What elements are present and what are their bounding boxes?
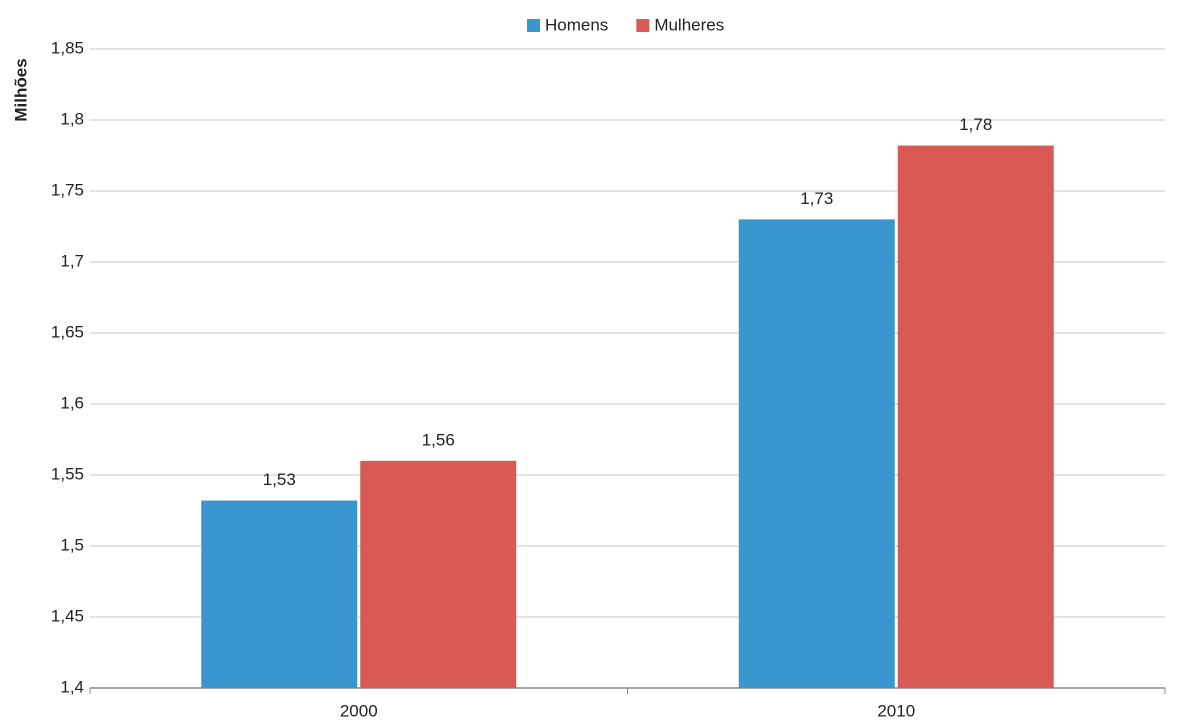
x-tick-label: 2000 (340, 701, 378, 720)
y-tick-label: 1,45 (51, 606, 84, 625)
value-label: 1,53 (263, 470, 296, 489)
bar (201, 500, 358, 688)
y-tick-label: 1,85 (51, 38, 84, 57)
y-tick-label: 1,65 (51, 322, 84, 341)
y-tick-label: 1,4 (60, 677, 84, 696)
value-label: 1,78 (959, 115, 992, 134)
y-tick-label: 1,6 (60, 393, 84, 412)
y-tick-label: 1,55 (51, 464, 84, 483)
y-tick-label: 1,5 (60, 535, 84, 554)
bar (738, 219, 895, 688)
y-axis-label: Milhões (11, 58, 30, 121)
y-tick-label: 1,7 (60, 251, 84, 270)
legend-label: Mulheres (654, 15, 724, 34)
y-tick-label: 1,75 (51, 180, 84, 199)
x-tick-label: 2010 (877, 701, 915, 720)
legend-swatch (527, 19, 540, 32)
value-label: 1,73 (800, 189, 833, 208)
bar (897, 145, 1054, 688)
value-label: 1,56 (422, 430, 455, 449)
legend-swatch (636, 19, 650, 32)
y-tick-label: 1,8 (60, 109, 84, 128)
legend-label: Homens (545, 15, 608, 34)
bar (360, 460, 517, 688)
